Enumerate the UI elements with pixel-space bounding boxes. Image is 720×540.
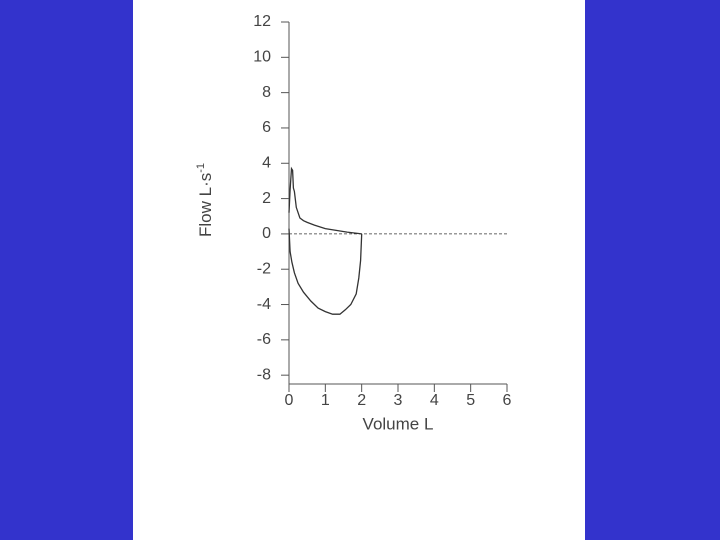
y-axis-label-text: Flow L·s <box>196 173 215 237</box>
y-tick-label: 12 <box>253 13 271 30</box>
y-tick-label: -8 <box>257 366 271 383</box>
flow-curve <box>288 228 363 315</box>
y-tick-label: 2 <box>262 190 271 207</box>
y-axis-label-sup: -1 <box>195 163 207 173</box>
y-tick-label: 8 <box>262 84 271 101</box>
y-tick-label: 0 <box>262 225 271 242</box>
y-axis-label: Flow L·s-1 <box>195 163 216 237</box>
y-tick-label: 10 <box>253 49 271 66</box>
x-tick-label: 3 <box>394 392 403 409</box>
y-tick-label: 6 <box>262 119 271 136</box>
x-tick-label: 2 <box>357 392 366 409</box>
y-tick-label: 4 <box>262 154 271 171</box>
x-tick-label: 1 <box>321 392 330 409</box>
y-tick-label: -6 <box>257 331 271 348</box>
y-tick-label: -2 <box>257 260 271 277</box>
y-tick-label: -4 <box>257 296 271 313</box>
x-axis-label: Volume L <box>363 414 434 433</box>
flow-curve <box>288 166 362 235</box>
x-tick-label: 0 <box>285 392 294 409</box>
x-tick-label: 6 <box>503 392 512 409</box>
x-tick-label: 4 <box>430 392 439 409</box>
x-tick-label: 5 <box>466 392 475 409</box>
